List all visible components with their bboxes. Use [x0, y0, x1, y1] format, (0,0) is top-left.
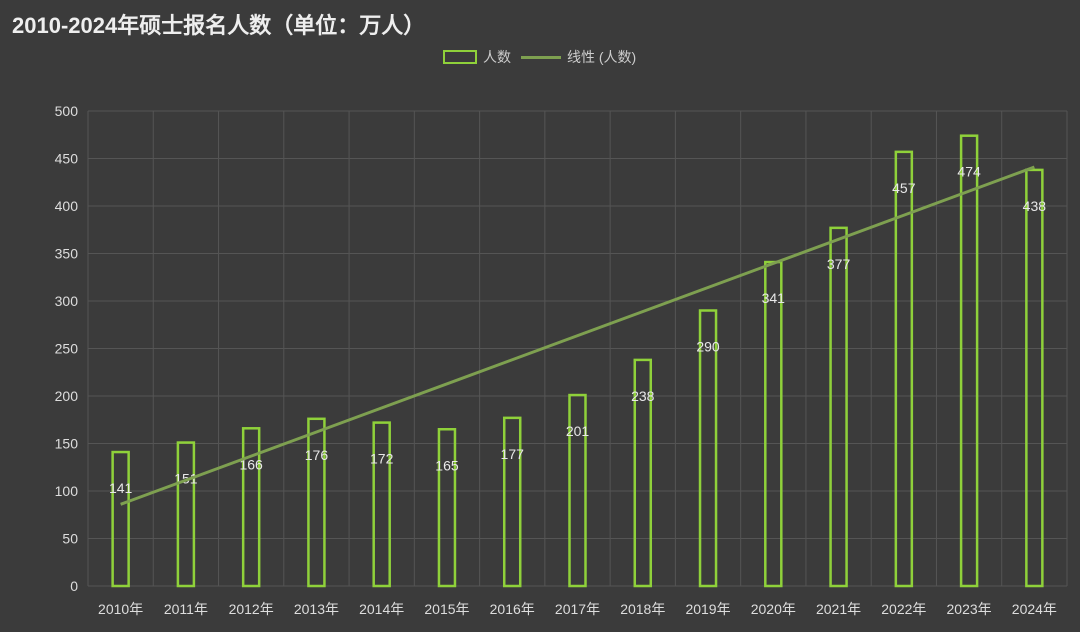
- data-label: 176: [305, 447, 329, 463]
- x-tick-label: 2012年: [229, 601, 274, 617]
- bar: [111, 450, 130, 588]
- data-label: 474: [957, 164, 981, 180]
- legend-bar-swatch: [443, 50, 477, 64]
- data-label: 457: [892, 180, 916, 196]
- bar: [372, 421, 391, 588]
- data-label: 201: [566, 423, 590, 439]
- bar: [633, 358, 653, 588]
- bar: [241, 427, 261, 588]
- bar: [307, 417, 326, 588]
- y-tick-label: 400: [55, 198, 79, 214]
- chart-title: 2010-2024年硕士报名人数（单位：万人）: [12, 13, 426, 38]
- y-tick-label: 250: [55, 341, 79, 357]
- y-tick-label: 500: [55, 103, 79, 119]
- x-tick-label: 2017年: [555, 601, 600, 617]
- x-tick-label: 2021年: [816, 601, 861, 617]
- x-tick-label: 2016年: [490, 601, 535, 617]
- trendline: [120, 165, 1035, 506]
- legend-trend-label: 线性 (人数): [567, 49, 637, 65]
- bar: [176, 441, 196, 588]
- x-tick-label: 2020年: [751, 601, 796, 617]
- x-tick-label: 2023年: [947, 601, 992, 617]
- bar: [568, 393, 587, 588]
- x-tick-label: 2022年: [881, 601, 926, 617]
- x-tick-label: 2013年: [294, 601, 339, 617]
- data-label: 177: [501, 446, 525, 462]
- bar: [829, 226, 848, 588]
- data-label: 141: [109, 480, 133, 496]
- y-tick-label: 450: [55, 151, 79, 167]
- bar: [894, 150, 914, 588]
- x-tick-label: 2019年: [685, 601, 730, 617]
- data-label: 166: [239, 456, 263, 472]
- data-label: 377: [827, 256, 851, 272]
- x-tick-label: 2014年: [359, 601, 404, 617]
- bar: [502, 416, 522, 588]
- bar: [764, 260, 783, 588]
- y-tick-label: 350: [55, 246, 79, 262]
- bar: [959, 134, 979, 588]
- y-tick-label: 100: [55, 483, 79, 499]
- legend-trend-swatch: [521, 55, 561, 59]
- bar: [698, 309, 718, 588]
- x-tick-label: 2024年: [1012, 601, 1057, 617]
- x-tick-label: 2011年: [164, 601, 208, 617]
- legend-bar-label: 人数: [483, 49, 511, 65]
- y-tick-label: 0: [70, 578, 78, 594]
- x-tick-label: 2015年: [424, 601, 469, 617]
- y-tick-label: 300: [55, 293, 79, 309]
- data-label: 290: [696, 339, 720, 355]
- data-label: 438: [1023, 198, 1047, 214]
- data-label: 341: [762, 290, 786, 306]
- data-label: 238: [631, 388, 655, 404]
- y-tick-label: 200: [55, 388, 79, 404]
- x-tick-label: 2018年: [620, 601, 665, 617]
- data-label: 165: [435, 457, 459, 473]
- y-tick-label: 150: [55, 436, 79, 452]
- bar: [1025, 168, 1044, 588]
- y-tick-label: 50: [62, 531, 78, 547]
- legend: 人数 线性 (人数): [443, 47, 636, 67]
- data-label: 172: [370, 451, 394, 467]
- bar: [437, 428, 457, 588]
- x-tick-label: 2010年: [98, 601, 143, 617]
